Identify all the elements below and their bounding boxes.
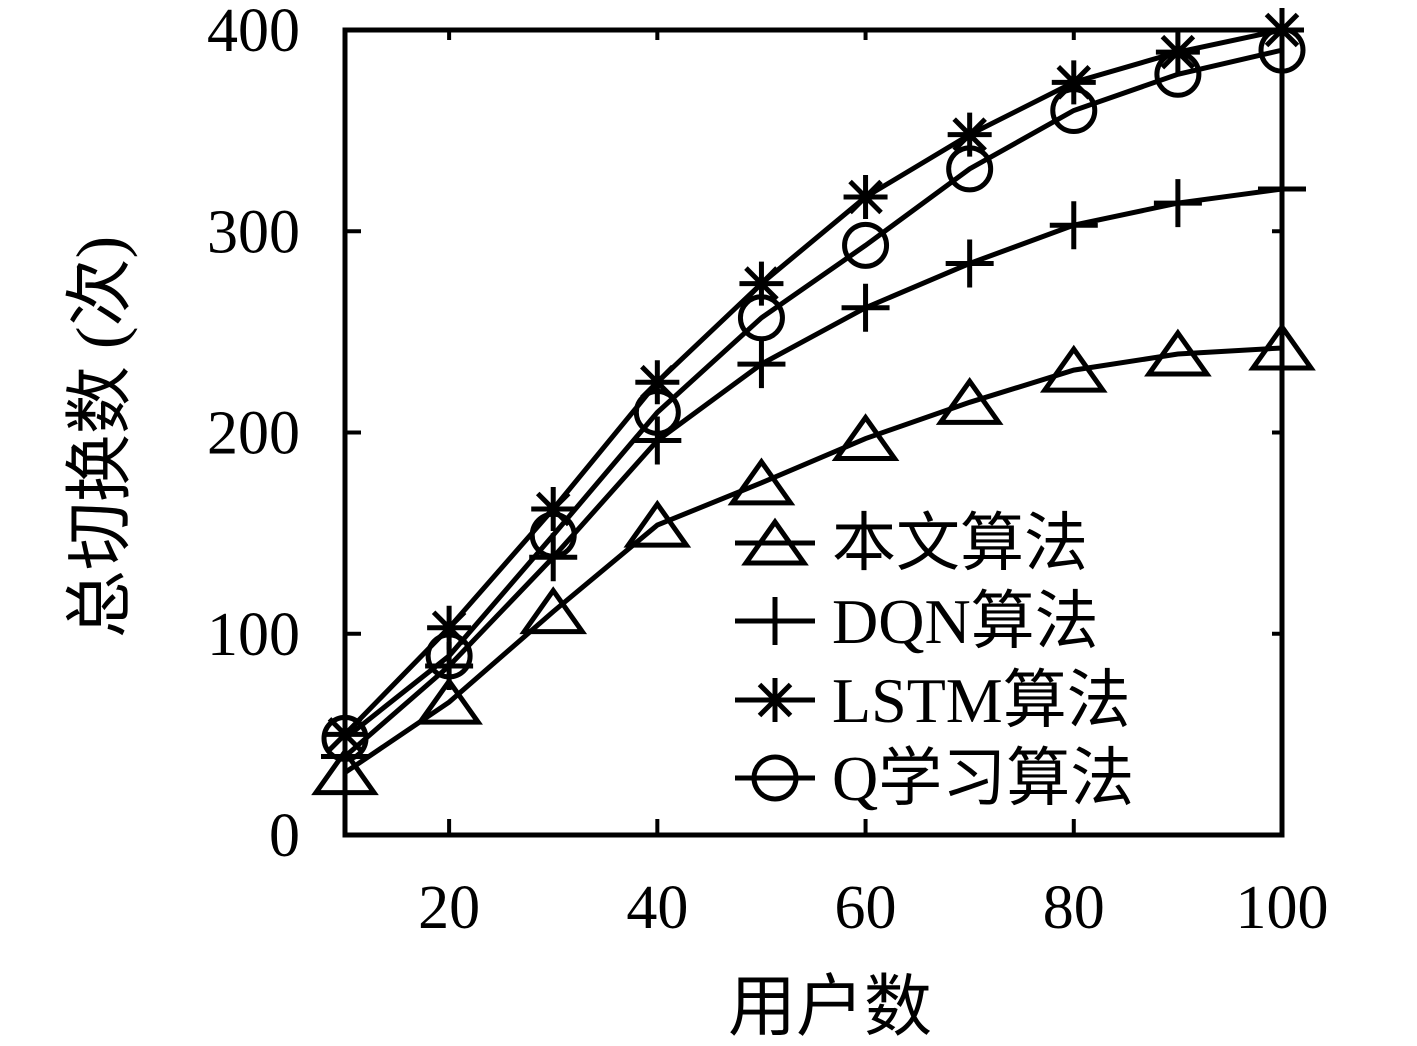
y-axis-title: 总切换数 (次) <box>62 236 138 638</box>
series-3-marker-circle-icon <box>425 632 473 680</box>
series-0-marker-triangle-icon <box>519 586 588 635</box>
y-tick-label: 400 <box>207 0 300 65</box>
series-3-marker-circle-icon <box>633 388 681 436</box>
series-1-marker-plus-icon <box>945 239 994 288</box>
x-tick-label: 40 <box>626 874 688 942</box>
series-0-marker-triangle-icon <box>935 376 1004 425</box>
series-1-marker-plus-icon <box>1049 201 1098 250</box>
series-3-marker-circle-icon <box>1050 87 1098 134</box>
series-0-marker-triangle-icon <box>831 413 900 462</box>
legend-circle-icon <box>751 754 799 802</box>
series-2-marker-asterisk-icon <box>1051 60 1096 105</box>
series-0-marker-triangle-icon <box>623 499 692 548</box>
series-0-marker-triangle-icon <box>1248 322 1316 371</box>
series-3-marker-circle-icon <box>737 294 785 342</box>
series-0-marker-triangle-icon <box>415 676 483 725</box>
legend-label: LSTM算法 <box>832 665 1131 736</box>
legend-triangle-icon <box>741 517 809 566</box>
series-0-marker-triangle-icon <box>1144 328 1212 377</box>
series-1-marker-plus-icon <box>1153 179 1202 228</box>
x-tick-label: 80 <box>1043 874 1105 942</box>
legend-label: DQN算法 <box>832 586 1099 657</box>
series-0-marker-triangle-icon <box>727 457 796 506</box>
series-2-marker-asterisk-icon <box>635 360 680 405</box>
x-tick-label: 100 <box>1236 874 1329 942</box>
y-tick-label: 200 <box>207 400 300 468</box>
series-line-0 <box>343 345 1283 775</box>
legend-plus-icon <box>751 597 799 645</box>
series-line-1 <box>343 186 1283 759</box>
series-2-marker-asterisk-icon <box>843 175 888 220</box>
series-3-marker-circle-icon <box>1154 50 1202 98</box>
series-2-marker-asterisk-icon <box>427 605 472 650</box>
series-3-marker-circle-icon <box>946 145 994 193</box>
y-tick-label: 0 <box>269 802 300 870</box>
series-0-marker-triangle-icon <box>311 747 379 796</box>
series-2-marker-asterisk-icon <box>739 261 784 306</box>
series-3-marker-circle-icon <box>842 221 890 269</box>
plot-border <box>342 27 1285 838</box>
series-1-marker-plus-icon <box>841 283 890 332</box>
series-3-marker-circle-icon <box>321 714 369 762</box>
series-2-marker-asterisk-icon <box>531 486 576 531</box>
series-line-3 <box>343 47 1283 741</box>
series-line-2 <box>343 27 1283 737</box>
x-tick-label: 60 <box>835 874 897 942</box>
series-2-marker-asterisk-icon <box>947 112 992 157</box>
series-3-marker-circle-icon <box>529 511 577 559</box>
x-tick-label: 20 <box>418 874 480 942</box>
series-1-marker-plus-icon <box>1258 164 1306 213</box>
y-tick-label: 100 <box>207 601 300 669</box>
series-1-marker-plus-icon <box>737 340 786 389</box>
series-0-marker-triangle-icon <box>1039 344 1108 393</box>
series-3-marker-circle-icon <box>1258 26 1306 74</box>
series-2-marker-asterisk-icon <box>323 712 367 757</box>
legend-label: 本文算法 <box>832 508 1088 579</box>
legend-label: Q学习算法 <box>832 743 1134 814</box>
x-axis-title: 用户数 <box>728 969 932 1045</box>
y-tick-label: 300 <box>207 198 300 266</box>
legend-asterisk-icon <box>753 678 797 722</box>
series-1-marker-plus-icon <box>633 416 682 465</box>
